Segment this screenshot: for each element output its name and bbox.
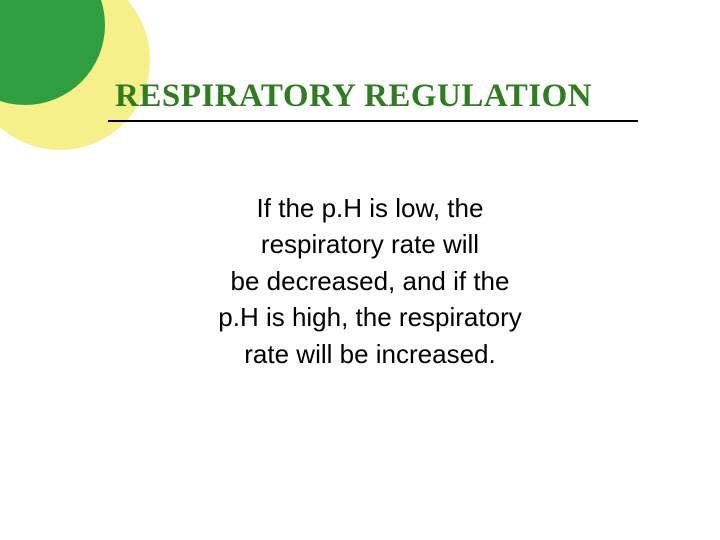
- body-line-5: rate will be increased.: [244, 339, 495, 369]
- body-line-4: p.H is high, the respiratory: [218, 302, 521, 332]
- body-line-2: respiratory rate will: [261, 229, 479, 259]
- title-underline: [108, 120, 638, 122]
- slide-title: RESPIRATORY REGULATION: [115, 78, 592, 115]
- body-line-3: be decreased, and if the: [231, 266, 510, 296]
- corner-decoration: [0, 0, 140, 140]
- slide-body: If the p.H is low, the respiratory rate …: [150, 190, 590, 372]
- body-line-1: If the p.H is low, the: [257, 193, 484, 223]
